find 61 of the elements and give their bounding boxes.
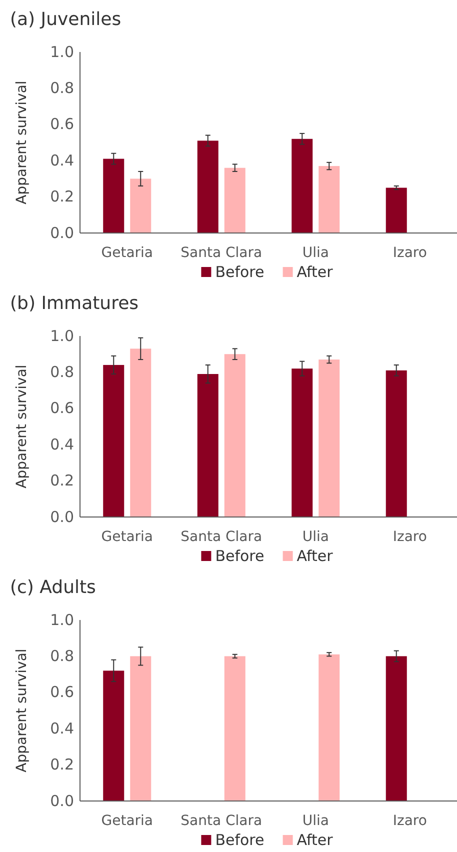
x-tick-label: Izaro xyxy=(392,528,427,545)
legend-label: After xyxy=(296,547,334,565)
bar xyxy=(386,656,407,801)
x-tick-label: Getaria xyxy=(101,528,154,545)
bar xyxy=(130,656,152,801)
legend-label: After xyxy=(296,263,334,281)
y-tick-label: 0.0 xyxy=(50,792,74,810)
y-axis-title: Apparent survival xyxy=(14,80,30,204)
y-tick-label: 0.8 xyxy=(50,363,74,381)
y-tick-label: 1.0 xyxy=(50,42,74,61)
y-tick-label: 0.0 xyxy=(50,224,74,242)
legend-label: Before xyxy=(215,547,264,565)
y-tick-label: 0.6 xyxy=(50,399,74,418)
x-tick-label: Santa Clara xyxy=(180,528,262,545)
y-tick-label: 1.0 xyxy=(50,610,74,629)
bar xyxy=(224,168,246,233)
y-axis-title: Apparent survival xyxy=(14,648,30,772)
y-tick-label: 0.6 xyxy=(50,683,74,702)
bar xyxy=(292,368,313,517)
bar xyxy=(103,158,124,233)
chart-title: (b) Immatures xyxy=(10,293,139,314)
bar xyxy=(224,354,246,517)
chart-title: (c) Adults xyxy=(10,577,96,598)
bar xyxy=(197,374,218,517)
x-tick-label: Getaria xyxy=(101,244,154,261)
bar xyxy=(318,166,340,233)
bar xyxy=(130,348,152,517)
x-tick-label: Izaro xyxy=(392,812,427,829)
x-tick-label: Santa Clara xyxy=(180,812,262,829)
bar xyxy=(103,670,124,801)
bar xyxy=(318,360,340,517)
y-tick-label: 0.4 xyxy=(50,151,74,170)
y-tick-label: 0.6 xyxy=(50,115,74,134)
y-tick-label: 0.2 xyxy=(50,472,74,490)
x-tick-label: Ulia xyxy=(302,528,329,545)
y-tick-label: 0.2 xyxy=(50,188,74,206)
x-tick-label: Ulia xyxy=(302,812,329,829)
y-tick-label: 0.0 xyxy=(50,508,74,526)
x-tick-label: Ulia xyxy=(302,244,329,261)
bar xyxy=(386,188,407,233)
y-tick-label: 0.4 xyxy=(50,435,74,454)
chart-title: (a) Juveniles xyxy=(10,9,122,30)
y-axis-title: Apparent survival xyxy=(14,364,30,488)
legend-label: After xyxy=(296,831,334,849)
legend-label: Before xyxy=(215,263,264,281)
y-tick-label: 0.4 xyxy=(50,719,74,738)
y-tick-label: 1.0 xyxy=(50,326,74,345)
bar xyxy=(130,178,152,233)
bar xyxy=(386,370,407,517)
bar xyxy=(224,656,246,801)
legend-label: Before xyxy=(215,831,264,849)
y-tick-label: 0.8 xyxy=(50,647,74,665)
x-tick-label: Izaro xyxy=(392,244,427,261)
x-tick-label: Getaria xyxy=(101,812,154,829)
bar xyxy=(318,654,340,801)
x-tick-label: Santa Clara xyxy=(180,244,262,261)
y-tick-label: 0.8 xyxy=(50,79,74,97)
bar xyxy=(292,138,313,233)
y-tick-label: 0.2 xyxy=(50,756,74,774)
bar xyxy=(197,140,218,233)
bar xyxy=(103,364,124,517)
